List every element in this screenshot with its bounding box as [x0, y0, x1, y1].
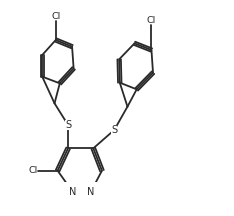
- Text: Cl: Cl: [51, 12, 60, 21]
- Text: Cl: Cl: [147, 16, 156, 25]
- Text: S: S: [111, 125, 117, 135]
- Text: Cl: Cl: [29, 166, 38, 175]
- Text: S: S: [65, 120, 71, 130]
- Text: N: N: [69, 187, 77, 197]
- Text: N: N: [87, 187, 94, 197]
